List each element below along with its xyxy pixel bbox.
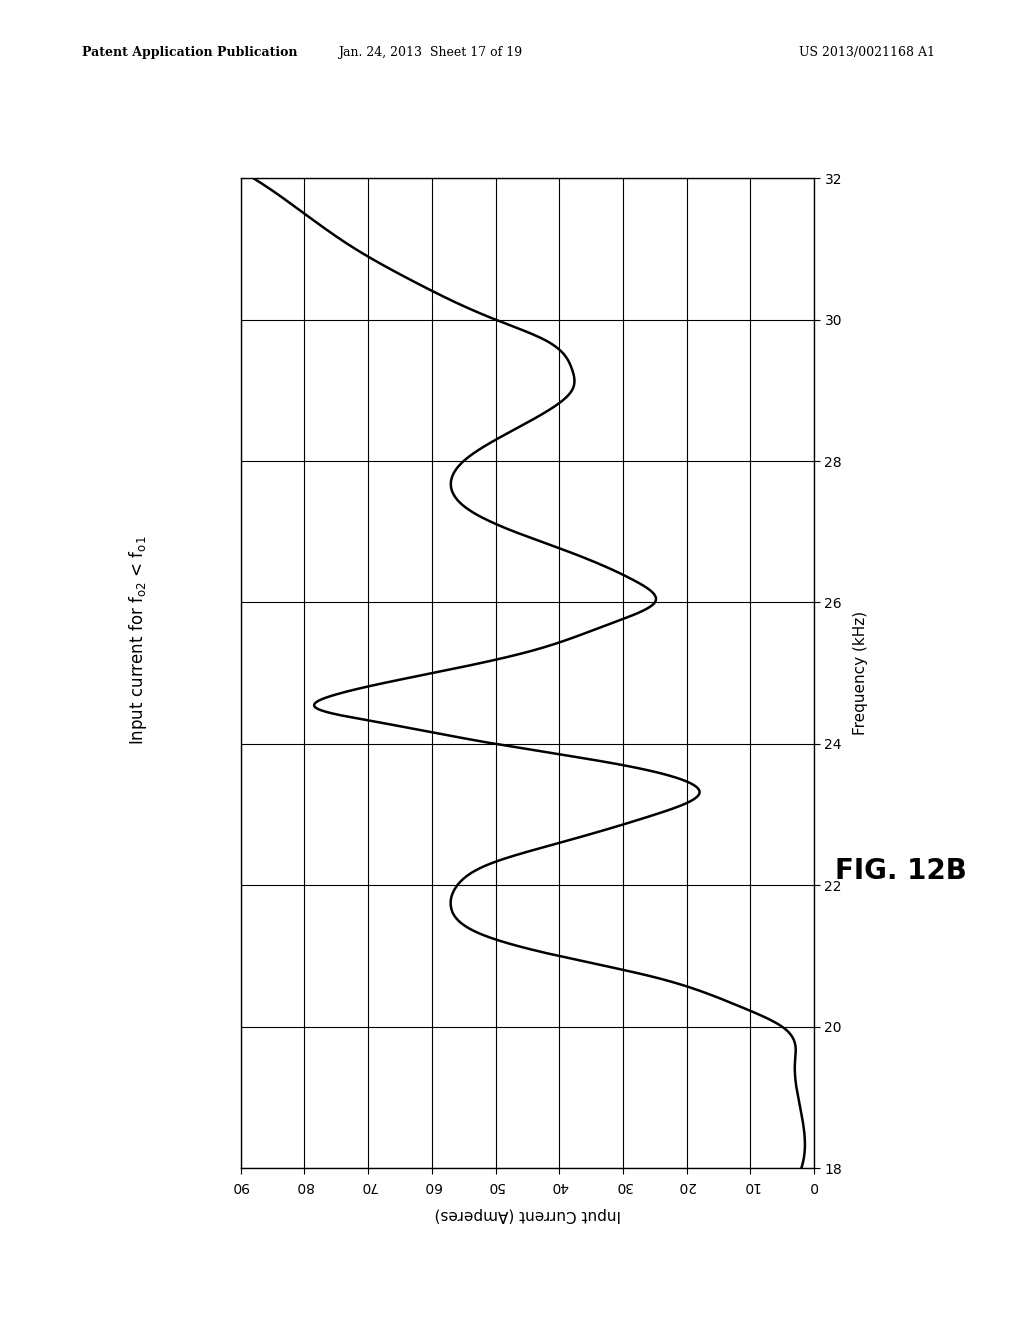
Text: Jan. 24, 2013  Sheet 17 of 19: Jan. 24, 2013 Sheet 17 of 19	[338, 46, 522, 59]
Y-axis label: Frequency (kHz): Frequency (kHz)	[853, 611, 868, 735]
Text: US 2013/0021168 A1: US 2013/0021168 A1	[799, 46, 935, 59]
X-axis label: Input Current (Amperes): Input Current (Amperes)	[434, 1206, 621, 1221]
Text: Patent Application Publication: Patent Application Publication	[82, 46, 297, 59]
Text: Input current for $\mathregular{f_{o2}}$ < $\mathregular{f_{o1}}$: Input current for $\mathregular{f_{o2}}$…	[127, 536, 150, 744]
Text: FIG. 12B: FIG. 12B	[836, 857, 967, 886]
